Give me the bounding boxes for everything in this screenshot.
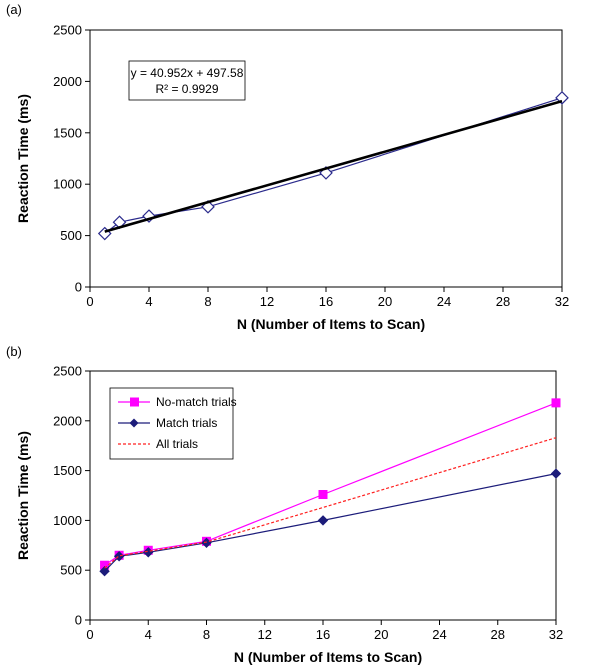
x-tick-label: 12 [258, 627, 272, 642]
x-tick-label: 24 [432, 627, 446, 642]
x-tick-label: 0 [86, 294, 93, 309]
x-tick-label: 24 [437, 294, 451, 309]
y-tick-label: 2000 [53, 74, 82, 89]
x-tick-label: 20 [378, 294, 392, 309]
y-tick-label: 500 [60, 228, 82, 243]
x-tick-label: 4 [145, 627, 152, 642]
legend-marker [130, 397, 139, 407]
y-tick-label: 2500 [53, 364, 82, 379]
data-point [318, 490, 328, 500]
panel-label: (a) [6, 2, 22, 17]
x-axis-title: N (Number of Items to Scan) [234, 649, 422, 665]
data-point [551, 398, 561, 408]
y-tick-label: 1000 [53, 513, 82, 528]
data-point [317, 515, 329, 526]
y-axis-title: Reaction Time (ms) [15, 94, 31, 223]
y-axis-title: Reaction Time (ms) [15, 431, 31, 560]
y-tick-label: 2000 [53, 413, 82, 428]
x-tick-label: 12 [260, 294, 274, 309]
legend-label: All trials [156, 437, 198, 451]
x-tick-label: 16 [316, 627, 330, 642]
y-tick-label: 0 [75, 613, 82, 628]
chart-panel-b: (b) 0 4 8 12 16 20 24 28 32 0 500 1000 1500 2000 2500 N … [6, 344, 563, 665]
y-tick-label: 2500 [53, 23, 82, 38]
data-point [550, 468, 562, 479]
y-tick-label: 500 [60, 563, 82, 578]
r-squared-text: R² = 0.9929 [155, 82, 218, 96]
panel-label: (b) [6, 344, 22, 359]
series-line-match-trials [104, 473, 557, 572]
x-tick-label: 8 [203, 627, 210, 642]
data-point [100, 560, 110, 570]
y-tick-label: 1500 [53, 125, 82, 140]
legend-marker [129, 418, 139, 428]
x-tick-label: 16 [319, 294, 333, 309]
x-tick-label: 32 [549, 627, 563, 642]
equation-box [128, 60, 246, 101]
x-tick-label: 4 [145, 294, 152, 309]
x-tick-label: 8 [204, 294, 211, 309]
x-tick-label: 28 [496, 294, 510, 309]
legend: No-match trials Match trials All trials [109, 387, 237, 460]
y-tick-label: 1000 [53, 177, 82, 192]
legend-label: No-match trials [156, 395, 237, 409]
y-tick-label: 0 [75, 280, 82, 295]
chart-panel-a: (a) 0 4 8 12 16 20 24 28 32 0 500 1000 1500 2000 2500 N … [6, 2, 569, 332]
x-tick-label: 20 [374, 627, 388, 642]
series-line-all-trials [104, 437, 557, 569]
legend-label: Match trials [156, 416, 217, 430]
y-tick-label: 1500 [53, 463, 82, 478]
data-point [99, 565, 110, 577]
x-tick-label: 28 [491, 627, 505, 642]
trendline [104, 99, 563, 233]
x-tick-label: 32 [555, 294, 569, 309]
x-axis-title: N (Number of Items to Scan) [237, 316, 425, 332]
x-tick-label: 0 [86, 627, 93, 642]
equation-text: y = 40.952x + 497.58 [131, 66, 244, 80]
